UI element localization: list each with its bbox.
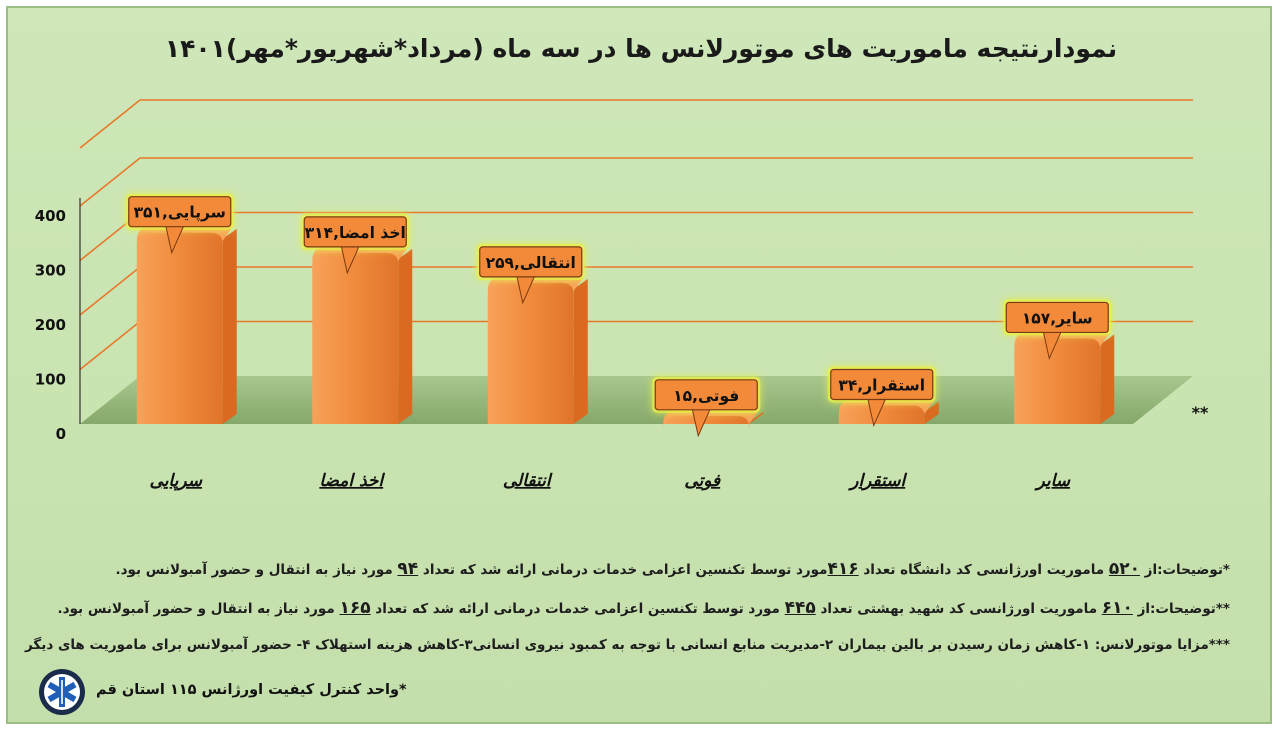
- data-label-callout: استقرار,۳۴: [827, 366, 936, 428]
- data-label-box: [654, 379, 758, 411]
- x-tick-label: فوتی: [684, 471, 721, 491]
- note-1-text-d: مورد نیاز به انتقال و حضور آمبولانس بود.: [115, 562, 398, 578]
- chart-frame: نمودارنتیجه ماموریت های موتورلانس ها در …: [6, 6, 1272, 724]
- y-tick-label: 0: [56, 425, 66, 443]
- x-tick-label: سایر: [1033, 471, 1070, 491]
- data-label-callout: اخذ امضا,۳۱۴: [301, 213, 410, 275]
- gridline-diagonal: [79, 266, 141, 316]
- note-line-1: *توضیحات:از ۵۲۰ ماموریت اورژانسی کد دانش…: [70, 559, 1231, 579]
- bar-side: [222, 228, 237, 424]
- note-1-number-3: ۹۴: [397, 559, 419, 579]
- bar-side: [398, 248, 413, 424]
- bar: [136, 232, 223, 424]
- x-tick-label: استقرار: [847, 471, 907, 491]
- footer-credit: *واحد کنترل کیفیت اورژانس ۱۱۵ استان قم: [96, 682, 407, 698]
- data-label: سایر,۱۵۷: [1022, 309, 1093, 327]
- x-tick-label: انتقالی: [503, 471, 553, 491]
- bar: [487, 282, 574, 424]
- chart-title: نمودارنتیجه ماموریت های موتورلانس ها در …: [164, 34, 1118, 63]
- data-label-box: [128, 196, 232, 228]
- note-1-text-b: ماموریت اورژانسی کد دانشگاه تعداد: [858, 562, 1109, 578]
- gridline-diagonal-top: [79, 99, 141, 149]
- note-2-text-b: ماموریت اورژانسی کد شهید بهشتی تعداد: [815, 601, 1102, 617]
- data-label-box: [479, 246, 583, 278]
- data-label-box: [303, 216, 407, 248]
- x-tick-label: اخذ امضا: [319, 471, 385, 491]
- data-label: اخذ امضا,۳۱۴: [305, 224, 406, 242]
- bar: [1014, 338, 1101, 424]
- bar: [838, 405, 925, 424]
- note-2-text-c: مورد توسط تکنسین اعزامی خدمات درمانی ارا…: [370, 601, 785, 617]
- note-2-number-1: ۶۱۰: [1101, 598, 1133, 618]
- data-label: فوتی,۱۵: [673, 387, 739, 405]
- data-label-callout: سایر,۱۵۷: [1003, 299, 1112, 361]
- bar-side: [924, 401, 939, 424]
- note-1-number-1: ۵۲۰: [1108, 559, 1140, 579]
- data-label-box: [1005, 301, 1109, 334]
- note-2-text-d: مورد نیاز به انتقال و حضور آمبولانس بود.: [57, 601, 340, 617]
- note-2-number-2: ۴۴۵: [784, 598, 816, 618]
- note-1-number-2: ۴۱۶: [827, 559, 859, 579]
- bar: [312, 252, 399, 424]
- gridline-diagonal: [79, 320, 141, 371]
- data-label: استقرار,۳۴: [838, 376, 925, 394]
- y-tick-label: 300: [35, 262, 66, 280]
- ems-star-of-life-icon: [39, 669, 85, 715]
- y-tick-label: 200: [35, 316, 66, 334]
- y-tick-label: 100: [35, 371, 66, 389]
- x-tick-label: سرپایی: [150, 471, 203, 491]
- data-label-callout: انتقالی,۲۵۹: [476, 243, 585, 305]
- note-line-3: ***مزایا موتورلانس: ۱-کاهش زمان رسیدن بر…: [25, 637, 1230, 653]
- chart-plot: سرپایی,۳۵۱ اخذ امضا,۳۱۴ انتقالی,۲۵۹ فوتی,۱۵…: [35, 99, 1209, 491]
- note-2-number-3: ۱۶۵: [339, 598, 371, 618]
- note-1-text-c: مورد توسط تکنسین اعزامی خدمات درمانی ارا…: [418, 562, 828, 578]
- bar-side: [573, 278, 588, 424]
- note-2-text-a: **توضیحات:از: [1132, 601, 1230, 617]
- data-label: سرپایی,۳۵۱: [134, 204, 226, 223]
- y-tick-label: 400: [35, 207, 66, 225]
- data-label-callout: سرپایی,۳۵۱: [125, 193, 234, 255]
- bar: [663, 415, 750, 428]
- gridline-diagonal: [79, 157, 141, 207]
- data-label: انتقالی,۲۵۹: [486, 254, 576, 272]
- bar-side: [749, 411, 764, 424]
- data-label-box: [830, 368, 934, 401]
- bar-side: [1100, 334, 1115, 424]
- data-label-callout: فوتی,۱۵: [652, 376, 761, 438]
- note-1-text-a: *توضیحات:از: [1139, 562, 1230, 578]
- note-line-2: **توضیحات:از ۶۱۰ ماموریت اورژانسی کد شهی…: [58, 598, 1230, 618]
- chart-annotation: **: [1192, 403, 1209, 422]
